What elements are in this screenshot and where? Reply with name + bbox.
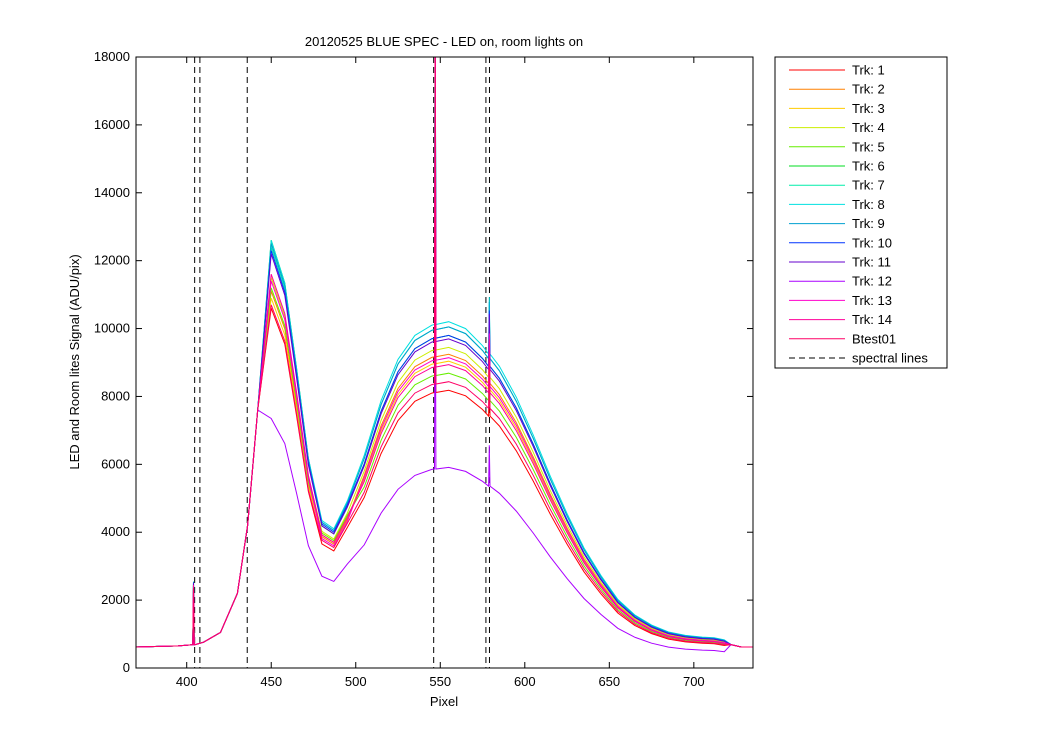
y-tick-label: 2000 xyxy=(101,592,130,607)
y-axis-label: LED and Room lites Signal (ADU/pix) xyxy=(67,254,82,469)
legend-entry-label: Btest01 xyxy=(852,331,896,346)
spectral-lines xyxy=(194,57,490,668)
chart-title: 20120525 BLUE SPEC - LED on, room lights… xyxy=(305,34,583,49)
legend-entry-label: Trk: 2 xyxy=(852,82,885,97)
series-line xyxy=(136,57,753,648)
legend-entry-label: Trk: 6 xyxy=(852,159,885,174)
legend-entry-label: Trk: 14 xyxy=(852,312,892,327)
series-line xyxy=(136,57,753,648)
legend-entry-label: Trk: 1 xyxy=(852,63,885,78)
x-tick-label: 450 xyxy=(260,674,282,689)
legend-entry-label: Trk: 3 xyxy=(852,101,885,116)
x-tick-label: 650 xyxy=(598,674,620,689)
x-tick-label: 700 xyxy=(683,674,705,689)
legend-entry-label: Trk: 12 xyxy=(852,274,892,289)
series-line xyxy=(136,57,753,648)
series-line xyxy=(136,57,753,648)
series-line xyxy=(136,57,753,648)
plot-area xyxy=(135,56,754,669)
legend-entry-label: Trk: 4 xyxy=(852,120,885,135)
legend-entry-label: Trk: 11 xyxy=(852,255,891,270)
legend-entry-label: Trk: 8 xyxy=(852,197,885,212)
legend-entry-label: Trk: 5 xyxy=(852,139,885,154)
legend-entry-label: Trk: 10 xyxy=(852,235,892,250)
x-tick-label: 600 xyxy=(514,674,536,689)
series-line xyxy=(136,57,753,648)
series-lines xyxy=(136,57,753,653)
y-tick-label: 8000 xyxy=(101,388,130,403)
x-tick-label: 400 xyxy=(176,674,198,689)
series-line xyxy=(136,57,753,648)
legend-entry-label: Trk: 9 xyxy=(852,216,885,231)
y-tick-label: 4000 xyxy=(101,524,130,539)
y-tick-label: 0 xyxy=(123,660,130,675)
y-tick-label: 16000 xyxy=(94,117,130,132)
series-line xyxy=(136,57,753,648)
legend-entry-label: Trk: 7 xyxy=(852,178,885,193)
series-line xyxy=(136,57,753,648)
series-line xyxy=(136,57,753,648)
x-axis: 400 450 500 550 600 650 700 xyxy=(176,57,705,689)
legend-entry-label: spectral lines xyxy=(852,351,928,366)
y-tick-label: 10000 xyxy=(94,321,130,336)
y-axis: 0 2000 4000 6000 8000 10000 12000 14000 16000 180… xyxy=(94,49,753,675)
legend: Trk: 1 Trk: 2 Trk: 3 Trk: 4 Trk: 5 Trk: 6 Trk:… xyxy=(774,56,948,369)
legend-entry-label: Trk: 13 xyxy=(852,293,892,308)
legend-entries: Trk: 1 Trk: 2 Trk: 3 Trk: 4 Trk: 5 Trk: 6 Trk:… xyxy=(789,63,928,366)
series-line xyxy=(136,206,753,653)
plot-frame xyxy=(135,56,754,669)
series-line xyxy=(136,57,753,648)
series-line xyxy=(136,57,753,648)
y-tick-label: 18000 xyxy=(94,49,130,64)
series-line xyxy=(136,57,753,648)
x-tick-label: 500 xyxy=(345,674,367,689)
y-tick-label: 14000 xyxy=(94,185,130,200)
series-line xyxy=(136,65,753,648)
x-axis-label: Pixel xyxy=(430,694,458,709)
x-tick-label: 550 xyxy=(429,674,451,689)
y-tick-label: 6000 xyxy=(101,456,130,471)
y-tick-label: 12000 xyxy=(94,253,130,268)
